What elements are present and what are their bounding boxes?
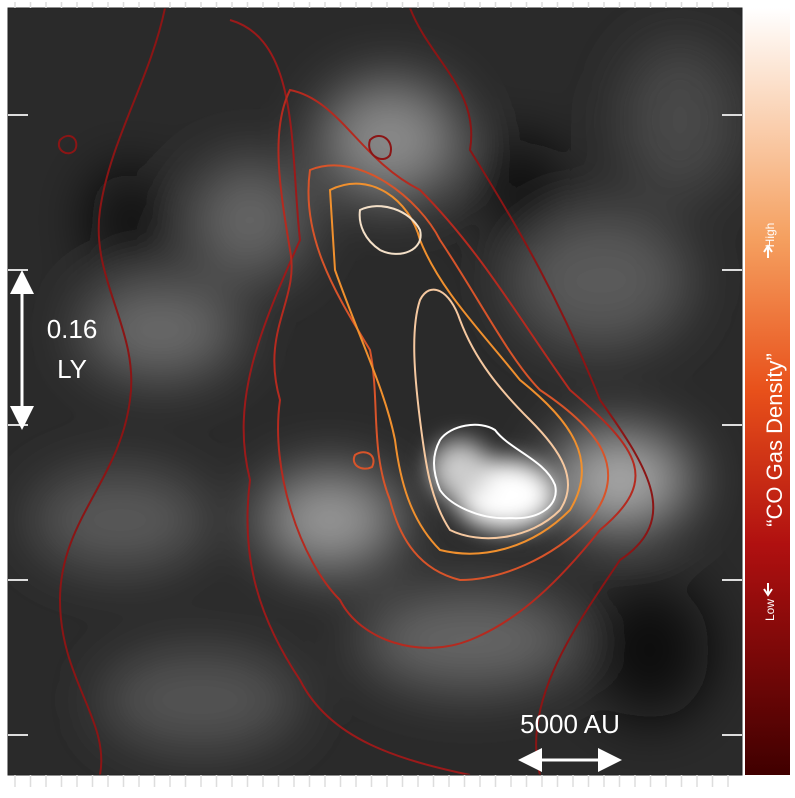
image xyxy=(8,8,742,775)
colorbar-high: High xyxy=(763,223,777,248)
colorbar-low: Low xyxy=(763,599,777,621)
figure: 0.16 LY 5000 AU “CO Gas Density” High Lo… xyxy=(0,0,795,793)
horizontal-scale-label: 5000 AU xyxy=(520,709,620,739)
vertical-scale-unit: LY xyxy=(57,354,87,384)
vertical-scale-value: 0.16 xyxy=(47,314,98,344)
colorbar-title: “CO Gas Density” xyxy=(762,353,787,527)
